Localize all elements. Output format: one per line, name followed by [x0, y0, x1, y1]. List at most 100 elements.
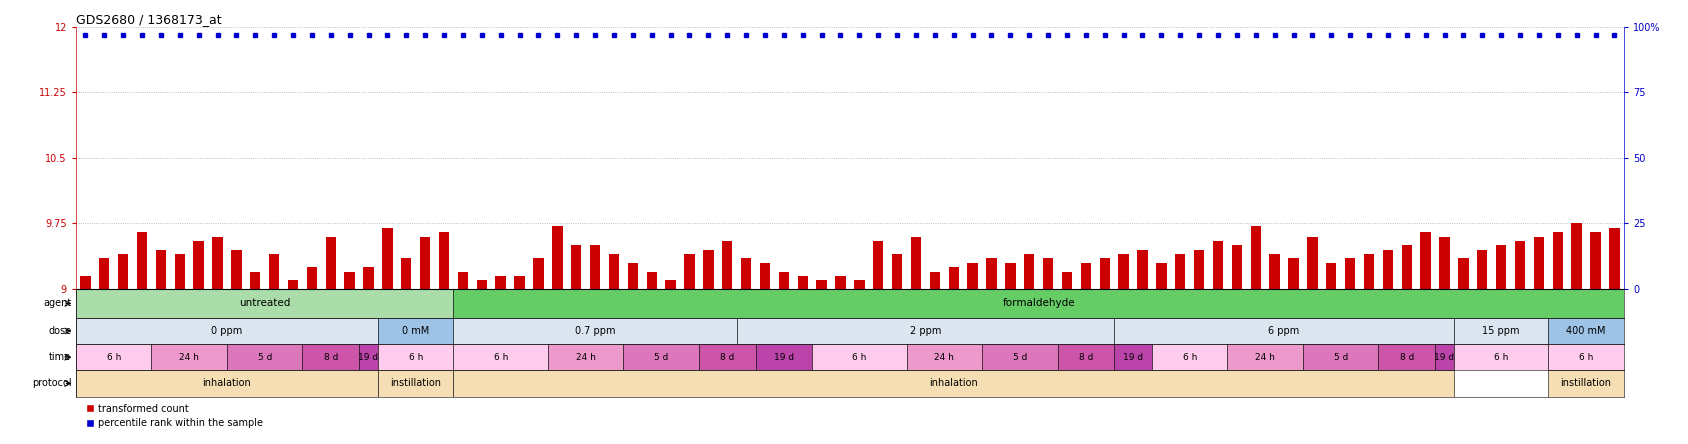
Bar [873, 241, 883, 289]
Bar [609, 254, 619, 289]
Bar [1232, 245, 1242, 289]
Bar [194, 241, 204, 289]
Text: GDS2680 / 1368173_at: GDS2680 / 1368173_at [76, 13, 221, 26]
Text: 6 h: 6 h [408, 353, 424, 362]
Bar [1382, 250, 1393, 289]
Bar [1435, 344, 1453, 370]
Bar [756, 344, 812, 370]
Bar [326, 237, 336, 289]
Bar [81, 276, 91, 289]
Bar [1175, 254, 1185, 289]
Bar [76, 289, 454, 318]
Bar [741, 258, 751, 289]
Bar [1114, 318, 1453, 344]
Bar [760, 263, 770, 289]
Bar [439, 232, 449, 289]
Bar [402, 258, 412, 289]
Bar [1496, 245, 1506, 289]
Bar [891, 254, 903, 289]
Bar [226, 344, 302, 370]
Text: 24 h: 24 h [1256, 353, 1274, 362]
Bar [1099, 258, 1111, 289]
Bar [76, 318, 378, 344]
Bar [836, 276, 846, 289]
Bar [454, 370, 1453, 396]
Bar [1477, 250, 1487, 289]
Text: protocol: protocol [32, 378, 71, 388]
Text: 24 h: 24 h [179, 353, 199, 362]
Bar [307, 267, 317, 289]
Bar [1514, 241, 1526, 289]
Bar [854, 280, 864, 289]
Text: 24 h: 24 h [576, 353, 596, 362]
Bar [722, 241, 733, 289]
Bar [1227, 344, 1303, 370]
Bar [1458, 258, 1469, 289]
Bar [100, 258, 110, 289]
Bar [360, 344, 378, 370]
Bar [1590, 232, 1600, 289]
Bar [344, 272, 354, 289]
Bar [982, 344, 1058, 370]
Bar [137, 232, 147, 289]
Bar [381, 228, 393, 289]
Bar [515, 276, 525, 289]
Text: 8 d: 8 d [1079, 353, 1094, 362]
Bar [623, 344, 699, 370]
Text: 19 d: 19 d [1435, 353, 1455, 362]
Bar [1307, 237, 1318, 289]
Text: 5 d: 5 d [258, 353, 272, 362]
Bar [289, 280, 299, 289]
Bar [930, 272, 940, 289]
Bar [378, 318, 454, 344]
Text: 6 h: 6 h [1494, 353, 1509, 362]
Bar [1043, 258, 1053, 289]
Bar [76, 370, 378, 396]
Bar [1212, 241, 1224, 289]
Text: inhalation: inhalation [930, 378, 977, 388]
Text: untreated: untreated [240, 298, 290, 309]
Bar [155, 250, 165, 289]
Text: dose: dose [49, 326, 71, 336]
Bar [250, 272, 260, 289]
Bar [778, 272, 788, 289]
Bar [1548, 370, 1624, 396]
Bar [496, 276, 506, 289]
Bar [1553, 232, 1563, 289]
Bar [1609, 228, 1619, 289]
Text: instillation: instillation [1561, 378, 1612, 388]
Text: 6 h: 6 h [106, 353, 122, 362]
Bar [812, 344, 906, 370]
Bar [552, 226, 562, 289]
Text: time: time [49, 352, 71, 362]
Bar [1114, 344, 1151, 370]
Bar [268, 254, 279, 289]
Bar [476, 280, 488, 289]
Bar [684, 254, 695, 289]
Bar [1453, 344, 1548, 370]
Bar [628, 263, 638, 289]
Bar [118, 254, 128, 289]
Bar [454, 318, 736, 344]
Bar [1025, 254, 1035, 289]
Bar [1288, 258, 1298, 289]
Bar [736, 318, 1114, 344]
Bar [76, 344, 152, 370]
Text: 6 h: 6 h [1183, 353, 1197, 362]
Bar [454, 289, 1624, 318]
Text: 15 ppm: 15 ppm [1482, 326, 1519, 336]
Bar [699, 344, 756, 370]
Text: 6 ppm: 6 ppm [1268, 326, 1300, 336]
Bar [454, 344, 549, 370]
Bar [1251, 226, 1261, 289]
Bar [817, 280, 827, 289]
Bar [1364, 254, 1374, 289]
Text: 19 d: 19 d [358, 353, 378, 362]
Legend: transformed count, percentile rank within the sample: transformed count, percentile rank withi… [81, 400, 267, 432]
Text: 0 ppm: 0 ppm [211, 326, 243, 336]
Bar [457, 272, 468, 289]
Bar [949, 267, 959, 289]
Bar [378, 370, 454, 396]
Bar [231, 250, 241, 289]
Text: 19 d: 19 d [1123, 353, 1143, 362]
